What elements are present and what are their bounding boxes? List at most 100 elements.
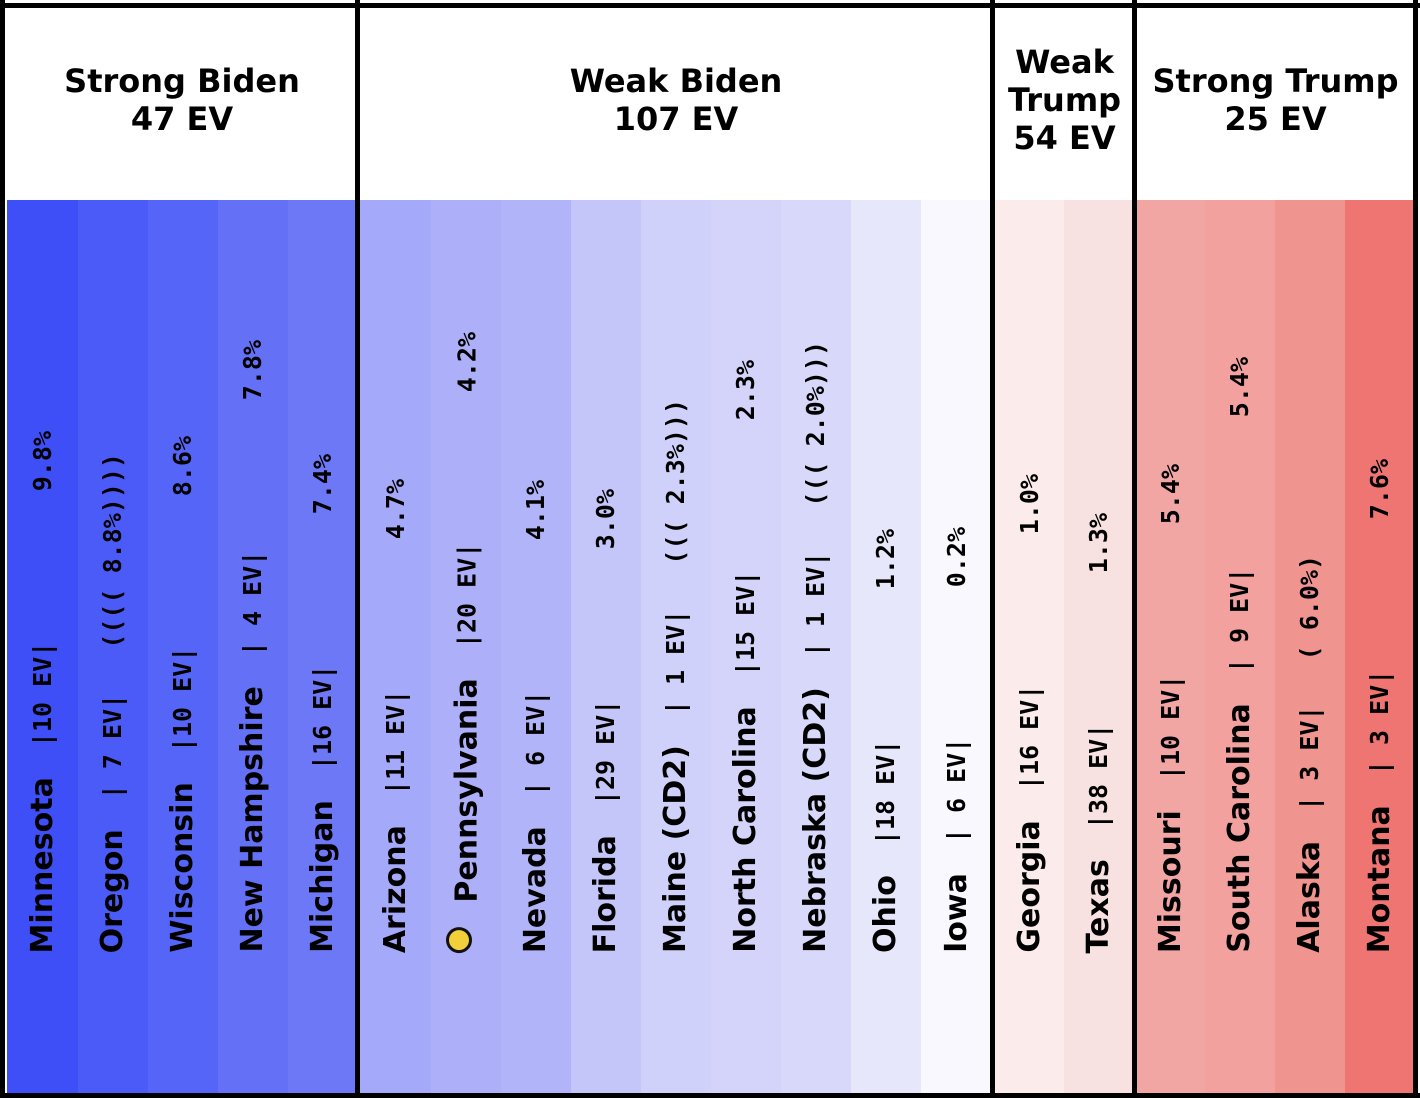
state-ev-margin: | 7 EV| (((( 8.8%)))) xyxy=(98,452,127,829)
current-marker-icon xyxy=(446,927,472,953)
state-label: New Hampshire | 4 EV| 7.8% xyxy=(233,340,273,953)
state-name: Arizona xyxy=(377,825,413,953)
state-column-florida: Florida |29 EV| 3.0% xyxy=(571,200,641,1098)
state-column-iowa: Iowa | 6 EV| 0.2% xyxy=(921,200,992,1098)
state-column-minnesota: Minnesota |10 EV| 9.8% xyxy=(7,200,78,1098)
state-label: Missouri |10 EV| 5.4% xyxy=(1151,464,1191,953)
state-label: Ohio |18 EV| 1.2% xyxy=(866,529,906,953)
state-name: Montana xyxy=(1361,804,1397,953)
state-name: Pennsylvania xyxy=(449,678,485,903)
state-label: Alaska | 3 EV| ( 6.0%) xyxy=(1290,555,1330,953)
state-label: Texas |38 EV| 1.3% xyxy=(1079,513,1119,953)
state-column-missouri: Missouri |10 EV| 5.4% xyxy=(1137,200,1205,1098)
group-divider xyxy=(990,0,995,1098)
state-ev-margin: |18 EV| 1.2% xyxy=(871,529,900,876)
group-divider xyxy=(1413,0,1418,1098)
state-name: Missouri xyxy=(1153,810,1188,953)
group-divider xyxy=(0,0,5,1098)
state-name: Ohio xyxy=(868,875,903,953)
state-ev-margin: | 1 EV| ((( 2.0%))) xyxy=(801,341,830,688)
state-label: Iowa | 6 EV| 0.2% xyxy=(937,527,977,953)
state-name: New Hampshire xyxy=(235,686,270,953)
group-header-line: Strong Biden xyxy=(64,62,300,100)
state-column-wisconsin: Wisconsin |10 EV| 8.6% xyxy=(148,200,218,1098)
state-column-montana: Montana | 3 EV| 7.6% xyxy=(1345,200,1414,1098)
state-name: Georgia xyxy=(1011,820,1047,953)
state-name: Oregon xyxy=(95,828,130,953)
state-label: Wisconsin |10 EV| 8.6% xyxy=(163,436,203,953)
state-ev-margin: | 3 EV| ( 6.0%) xyxy=(1295,555,1324,842)
state-ev-margin: |16 EV| 7.4% xyxy=(307,454,337,801)
group-divider xyxy=(1132,0,1137,1098)
state-name: Maine (CD2) xyxy=(658,745,693,953)
state-column-arizona: Arizona |11 EV| 4.7% xyxy=(360,200,431,1098)
state-column-oregon: Oregon | 7 EV| (((( 8.8%)))) xyxy=(78,200,148,1098)
state-column-pennsylvania: Pennsylvania |20 EV| 4.2% xyxy=(431,200,501,1098)
state-column-new-hampshire: New Hampshire | 4 EV| 7.8% xyxy=(218,200,288,1098)
state-column-nevada: Nevada | 6 EV| 4.1% xyxy=(501,200,571,1098)
state-label: Georgia |16 EV| 1.0% xyxy=(1010,474,1050,953)
state-column-ohio: Ohio |18 EV| 1.2% xyxy=(851,200,921,1098)
state-ev-margin: | 6 EV| 0.2% xyxy=(941,527,971,874)
state-name: North Carolina xyxy=(728,706,763,954)
state-name: Wisconsin xyxy=(165,782,200,953)
state-column-north-carolina: North Carolina |15 EV| 2.3% xyxy=(711,200,781,1098)
group-header-line: Trump xyxy=(1007,81,1122,119)
state-name: Texas xyxy=(1081,858,1116,953)
state-column-alaska: Alaska | 3 EV| ( 6.0%) xyxy=(1275,200,1345,1098)
state-ev-margin: |15 EV| 2.3% xyxy=(731,360,760,707)
state-ev-margin: |16 EV| 1.0% xyxy=(1014,474,1044,821)
state-label: Arizona |11 EV| 4.7% xyxy=(376,479,416,953)
state-name: South Carolina xyxy=(1222,703,1257,953)
state-name: Alaska xyxy=(1292,841,1327,953)
state-label: Oregon | 7 EV| (((( 8.8%)))) xyxy=(93,453,133,953)
frame-edge xyxy=(0,3,1420,8)
state-ev-margin: |29 EV| 3.0% xyxy=(591,488,620,835)
group-header-line: 107 EV xyxy=(613,100,739,138)
group-header-2: Weak Biden 107 EV xyxy=(360,0,992,200)
group-divider xyxy=(355,0,360,1098)
state-column-georgia: Georgia |16 EV| 1.0% xyxy=(995,200,1064,1098)
state-label: South Carolina | 9 EV| 5.4% xyxy=(1220,357,1260,953)
state-label: Minnesota |10 EV| 9.8% xyxy=(23,431,63,953)
state-label: Michigan |16 EV| 7.4% xyxy=(303,454,343,953)
state-name: Iowa xyxy=(938,873,974,953)
group-header-line: Strong Trump xyxy=(1152,62,1399,100)
state-name: Nebraska (CD2) xyxy=(798,687,833,953)
state-ev-margin: |10 EV| 8.6% xyxy=(168,436,197,783)
group-header-line: 54 EV xyxy=(1013,119,1116,157)
state-column-nebraska-cd2: Nebraska (CD2) | 1 EV| ((( 2.0%))) xyxy=(781,200,851,1098)
state-ev-margin: |38 EV| 1.3% xyxy=(1084,512,1113,859)
group-header-line: Weak xyxy=(1015,43,1114,81)
state-ev-margin: | 1 EV| ((( 2.3%))) xyxy=(661,399,690,746)
group-header-4: Strong Trump 25 EV xyxy=(1137,0,1414,200)
state-name: Florida xyxy=(588,834,623,953)
state-ev-margin: |10 EV| 5.4% xyxy=(1156,463,1185,811)
group-header-line: 25 EV xyxy=(1224,100,1327,138)
state-ev-margin: |11 EV| 4.7% xyxy=(380,478,410,826)
state-column-michigan: Michigan |16 EV| 7.4% xyxy=(288,200,357,1098)
state-label: Maine (CD2) | 1 EV| ((( 2.3%))) xyxy=(656,399,696,953)
state-ev-margin: |20 EV| 4.2% xyxy=(452,331,482,679)
state-ev-margin: | 9 EV| 5.4% xyxy=(1225,357,1254,704)
state-column-south-carolina: South Carolina | 9 EV| 5.4% xyxy=(1205,200,1275,1098)
group-header-1: Strong Biden 47 EV xyxy=(7,0,357,200)
group-header-line: Weak Biden xyxy=(569,62,783,100)
state-label: Montana | 3 EV| 7.6% xyxy=(1360,459,1400,953)
group-header-3: Weak Trump 54 EV xyxy=(995,0,1134,200)
state-name: Michigan xyxy=(304,800,340,953)
state-label: Nevada | 6 EV| 4.1% xyxy=(516,480,556,953)
state-label: Nebraska (CD2) | 1 EV| ((( 2.0%))) xyxy=(796,341,836,953)
state-ev-margin: | 4 EV| 7.8% xyxy=(238,340,267,687)
state-column-maine-cd2: Maine (CD2) | 1 EV| ((( 2.3%))) xyxy=(641,200,711,1098)
frame-edge xyxy=(0,1093,1420,1098)
state-label: North Carolina |15 EV| 2.3% xyxy=(726,360,766,953)
state-name: Nevada xyxy=(518,826,553,953)
state-label: Florida |29 EV| 3.0% xyxy=(586,489,626,953)
state-label: Pennsylvania |20 EV| 4.2% xyxy=(446,332,486,953)
state-ev-margin: | 3 EV| 7.6% xyxy=(1364,458,1394,805)
state-ev-margin: |10 EV| 9.8% xyxy=(27,430,57,777)
state-ev-margin: | 6 EV| 4.1% xyxy=(521,479,550,827)
state-name: Minnesota xyxy=(24,776,60,953)
